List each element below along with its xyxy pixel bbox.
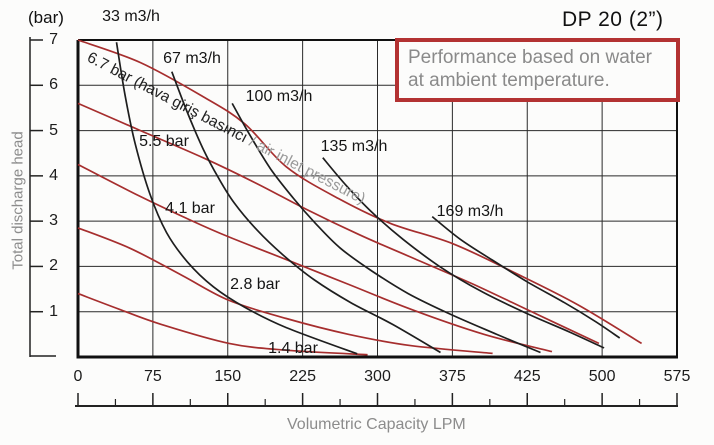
consumption-curve-169-m3-h (431, 215, 621, 339)
pressure-curve-5.5-bar (77, 102, 600, 345)
consumption-curve-100-m3-h (231, 102, 541, 354)
x-axis-label: Volumetric Capacity LPM (287, 416, 466, 433)
chart-title: DP 20 (2”) (562, 8, 664, 31)
performance-notice: Performance based on water at ambient te… (395, 38, 680, 102)
consumption-curve-135-m3-h (322, 157, 605, 349)
consumption-curve-33-m3-h (115, 42, 358, 355)
consumption-curve-67-m3-h (171, 71, 441, 354)
notice-line-2: at ambient temperature. (408, 70, 610, 91)
pressure-curve-1.4-bar (77, 292, 368, 356)
pressure-curve-6.7-bar (77, 39, 643, 345)
pressure-curve-2.8-bar (77, 227, 493, 355)
y-axis-label: Total discharge head (9, 131, 27, 270)
notice-line-1: Performance based on water (408, 47, 652, 68)
y-axis-unit: (bar) (28, 8, 64, 27)
